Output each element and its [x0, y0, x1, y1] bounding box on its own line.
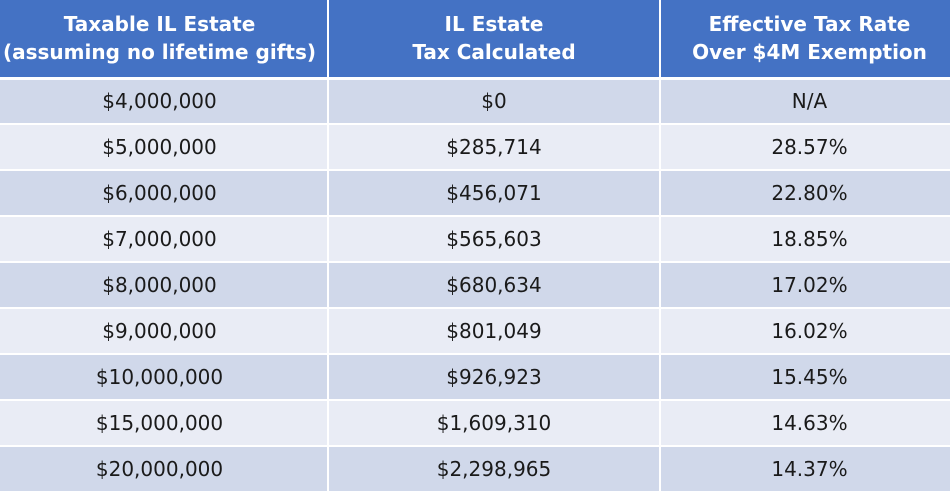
cell-tax-calculated: $565,603 — [328, 216, 661, 263]
cell-taxable-estate: $10,000,000 — [0, 354, 329, 401]
table-row: $10,000,000 $926,923 15.45% — [0, 354, 950, 401]
table-row: $8,000,000 $680,634 17.02% — [0, 262, 950, 309]
cell-effective-rate: 14.37% — [660, 446, 950, 493]
cell-tax-calculated: $801,049 — [328, 308, 661, 355]
cell-taxable-estate: $20,000,000 — [0, 446, 329, 493]
table-row: $20,000,000 $2,298,965 14.37% — [0, 446, 950, 493]
header-effective-rate-line-1: Effective Tax Rate — [708, 12, 911, 37]
cell-taxable-estate: $9,000,000 — [0, 308, 329, 355]
cell-taxable-estate: $8,000,000 — [0, 262, 329, 309]
header-tax-calculated: IL Estate Tax Calculated — [328, 0, 661, 80]
header-tax-calculated-line-1: IL Estate — [444, 12, 544, 37]
table-row: $7,000,000 $565,603 18.85% — [0, 216, 950, 263]
cell-effective-rate: 18.85% — [660, 216, 950, 263]
header-taxable-estate: Taxable IL Estate (assuming no lifetime … — [0, 0, 329, 80]
cell-tax-calculated: $1,609,310 — [328, 400, 661, 447]
table-row: $9,000,000 $801,049 16.02% — [0, 308, 950, 355]
header-taxable-estate-line-2: (assuming no lifetime gifts) — [2, 40, 317, 65]
header-row: Taxable IL Estate (assuming no lifetime … — [0, 0, 950, 80]
header-taxable-estate-line-1: Taxable IL Estate — [63, 12, 256, 37]
cell-effective-rate: 15.45% — [660, 354, 950, 401]
cell-effective-rate: 22.80% — [660, 170, 950, 217]
cell-taxable-estate: $7,000,000 — [0, 216, 329, 263]
cell-taxable-estate: $6,000,000 — [0, 170, 329, 217]
cell-taxable-estate: $15,000,000 — [0, 400, 329, 447]
cell-tax-calculated: $456,071 — [328, 170, 661, 217]
cell-effective-rate: 16.02% — [660, 308, 950, 355]
cell-effective-rate: 28.57% — [660, 124, 950, 171]
table-row: $5,000,000 $285,714 28.57% — [0, 124, 950, 171]
cell-effective-rate: N/A — [660, 78, 950, 125]
table-row: $15,000,000 $1,609,310 14.63% — [0, 400, 950, 447]
cell-tax-calculated: $680,634 — [328, 262, 661, 309]
cell-tax-calculated: $2,298,965 — [328, 446, 661, 493]
cell-tax-calculated: $926,923 — [328, 354, 661, 401]
cell-taxable-estate: $4,000,000 — [0, 78, 329, 125]
cell-effective-rate: 14.63% — [660, 400, 950, 447]
cell-tax-calculated: $285,714 — [328, 124, 661, 171]
header-effective-rate: Effective Tax Rate Over $4M Exemption — [660, 0, 950, 80]
cell-tax-calculated: $0 — [328, 78, 661, 125]
cell-taxable-estate: $5,000,000 — [0, 124, 329, 171]
table-row: $4,000,000 $0 N/A — [0, 78, 950, 125]
cell-effective-rate: 17.02% — [660, 262, 950, 309]
header-effective-rate-line-2: Over $4M Exemption — [692, 40, 927, 65]
header-tax-calculated-line-2: Tax Calculated — [412, 40, 576, 65]
table-row: $6,000,000 $456,071 22.80% — [0, 170, 950, 217]
